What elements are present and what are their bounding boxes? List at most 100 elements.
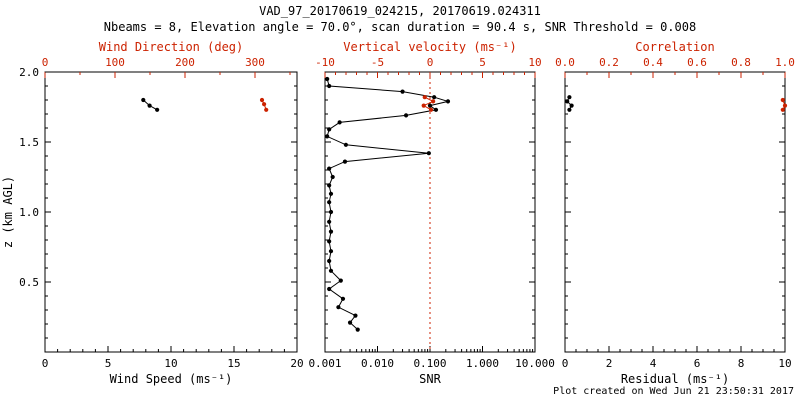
plot-title: VAD_97_20170619_024215, 20170619.024311 [259,4,541,18]
data-point [327,127,332,132]
plot-timestamp: Plot created on Wed Jun 21 23:50:31 2017 [553,386,794,397]
y-axis-label: z (km AGL) [1,176,15,248]
wind-bottom-axis-label: Wind Speed (ms⁻¹) [110,372,233,386]
svg-text:1.0: 1.0 [775,56,795,69]
data-point [264,107,269,112]
wind-top-axis-label: Wind Direction (deg) [99,40,244,54]
svg-text:1.000: 1.000 [466,357,499,370]
svg-text:15: 15 [227,357,240,370]
svg-text:0.8: 0.8 [731,56,751,69]
residual-series [565,95,574,112]
svg-text:0: 0 [42,56,49,69]
data-point [565,99,570,104]
data-point [428,107,434,112]
data-point [147,103,152,108]
data-point [328,209,334,215]
data-point [328,268,334,273]
svg-text:10: 10 [164,357,177,370]
data-point [569,103,574,108]
data-point [400,89,405,94]
svg-text:20: 20 [290,357,303,370]
svg-text:10: 10 [778,357,791,370]
svg-text:1.5: 1.5 [19,136,39,149]
data-point [330,174,335,180]
data-point [403,113,409,118]
data-point [262,102,267,107]
data-point [347,320,353,325]
svg-text:0: 0 [427,56,434,69]
data-point [433,107,439,112]
data-point [327,200,332,205]
data-point [327,239,332,244]
svg-text:2: 2 [606,357,613,370]
wind-speed-series [141,97,160,112]
data-point [327,83,332,89]
data-point [355,327,360,332]
correlation-series [780,97,788,112]
svg-text:0.0: 0.0 [555,56,575,69]
data-point [325,134,330,139]
svg-text:-5: -5 [371,56,384,69]
svg-text:10.000: 10.000 [515,357,555,370]
data-point [422,95,427,100]
data-point [782,103,788,108]
data-point [327,166,332,171]
svg-text:5: 5 [105,357,112,370]
panel-residual: 0 2 4 6 8 10 Residual (ms⁻¹) 0.0 0.2 0.4 0.6 0.8 1.0… [555,40,795,386]
data-point [327,258,332,264]
data-point [328,191,334,196]
svg-text:2.0: 2.0 [19,66,39,79]
svg-text:6: 6 [694,357,701,370]
data-point [141,97,146,103]
data-point [567,95,572,100]
svg-text:0: 0 [42,357,49,370]
svg-text:100: 100 [105,56,125,69]
svg-text:4: 4 [650,357,657,370]
data-point [432,95,437,100]
panel-wind: 0 5 10 15 20 Wind Speed (ms⁻¹) 0 100 200 300Wind … [1,40,304,386]
residual-bottom-axis-label: Residual (ms⁻¹) [621,372,729,386]
svg-text:0.5: 0.5 [19,276,39,289]
plot-subtitle: Nbeams = 8, Elevation angle = 70.0°, sca… [103,20,697,34]
data-point [431,99,436,104]
plot-frame [44,71,298,353]
data-point [426,151,431,156]
svg-text:10: 10 [528,56,541,69]
snr-bottom-axis-label: SNR [419,372,441,386]
svg-text:0: 0 [562,357,569,370]
data-point [343,142,348,147]
data-point [340,296,346,301]
data-point [445,99,451,104]
svg-text:0.6: 0.6 [687,56,707,69]
data-point [327,219,332,224]
data-point [337,120,342,125]
data-point [342,159,348,164]
snr-profile-series [325,76,451,332]
wind-direction-series [259,97,269,112]
svg-text:0.010: 0.010 [361,357,394,370]
svg-text:5: 5 [479,56,486,69]
data-point [325,76,330,82]
plot-frame [564,71,786,353]
data-point [338,278,343,283]
svg-text:0.2: 0.2 [599,56,619,69]
svg-text:1.0: 1.0 [19,206,39,219]
residual-top-axis-label: Correlation [635,40,714,54]
vertical-velocity-series [421,95,436,112]
data-point [155,107,160,112]
svg-text:300: 300 [245,56,265,69]
data-point [421,103,426,108]
svg-text:0.4: 0.4 [643,56,663,69]
data-point [780,97,785,103]
svg-text:0.001: 0.001 [308,357,341,370]
data-point [780,107,785,112]
svg-text:200: 200 [175,56,195,69]
data-point [327,183,332,188]
data-point [327,286,332,292]
svg-text:8: 8 [738,357,745,370]
data-point [567,107,572,112]
snr-top-axis-label: Vertical velocity (ms⁻¹) [343,40,516,54]
svg-text:0.100: 0.100 [413,357,446,370]
